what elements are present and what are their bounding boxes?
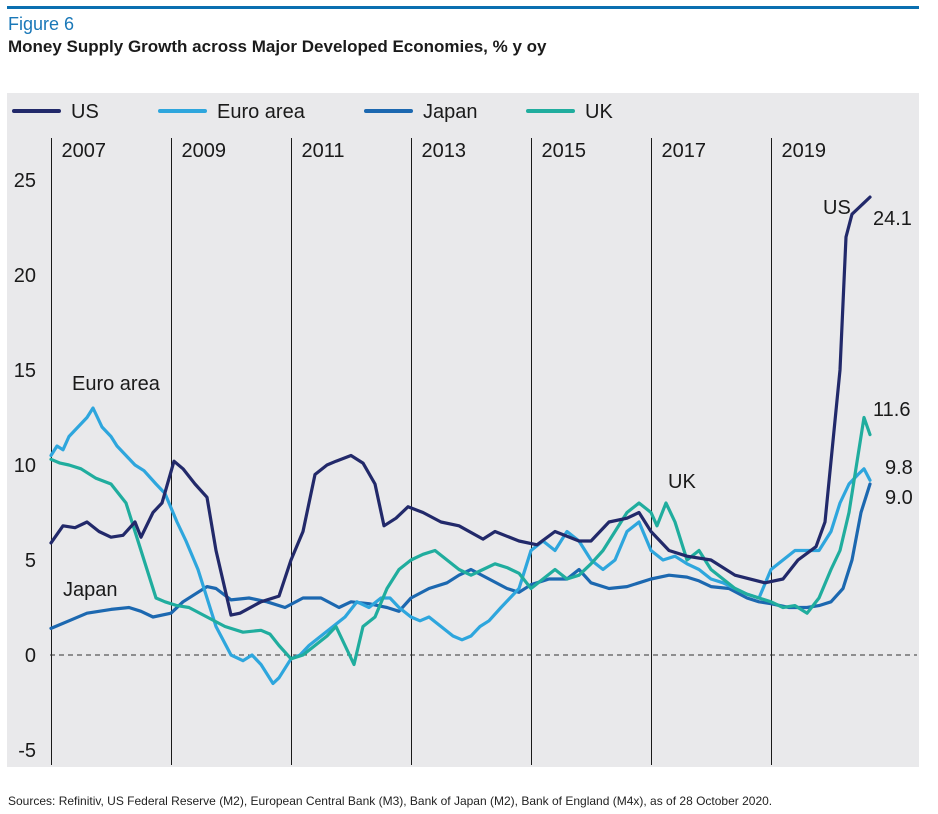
y-tick-label: 5	[25, 550, 36, 572]
year-label: 2017	[662, 140, 707, 162]
line-chart: 2007 2009 2011 2013 2015 2017 2019 2520151050-…	[12, 101, 917, 765]
series-line-us	[49, 195, 872, 617]
figure-label: Figure 6	[8, 14, 75, 34]
y-tick-label: 15	[14, 360, 36, 382]
end-label-euro-area: 9.8	[885, 457, 913, 479]
inline-label-us: US	[823, 197, 851, 219]
y-tick-label: 20	[14, 265, 36, 287]
year-label: 2007	[62, 140, 107, 162]
top-rule	[7, 6, 919, 9]
year-label: 2019	[782, 140, 827, 162]
y-tick-label: 10	[14, 455, 36, 477]
series-line-japan	[49, 482, 872, 631]
legend-label: US	[71, 101, 99, 123]
series-line-euro-area	[49, 406, 872, 686]
legend-label: Euro area	[217, 101, 306, 123]
inline-label-uk: UK	[668, 471, 696, 493]
end-label-japan: 9.0	[885, 487, 913, 509]
y-tick-label: -5	[18, 740, 36, 762]
inline-label-japan: Japan	[63, 579, 118, 601]
year-label: 2013	[422, 140, 467, 162]
inline-label-euro-area: Euro area	[72, 373, 161, 395]
year-label: 2015	[542, 140, 587, 162]
end-label-us: 24.1	[873, 208, 912, 230]
source-note: Sources: Refinitiv, US Federal Reserve (…	[8, 794, 773, 808]
y-tick-label: 25	[14, 170, 36, 192]
legend-label: Japan	[423, 101, 478, 123]
year-label: 2009	[182, 140, 227, 162]
legend-label: UK	[585, 101, 613, 123]
chart-title: Money Supply Growth across Major Develop…	[8, 37, 547, 56]
y-tick-label: 0	[25, 645, 36, 667]
year-label: 2011	[302, 140, 345, 162]
series-line-uk	[49, 415, 872, 667]
end-label-uk: 11.6	[873, 399, 910, 421]
